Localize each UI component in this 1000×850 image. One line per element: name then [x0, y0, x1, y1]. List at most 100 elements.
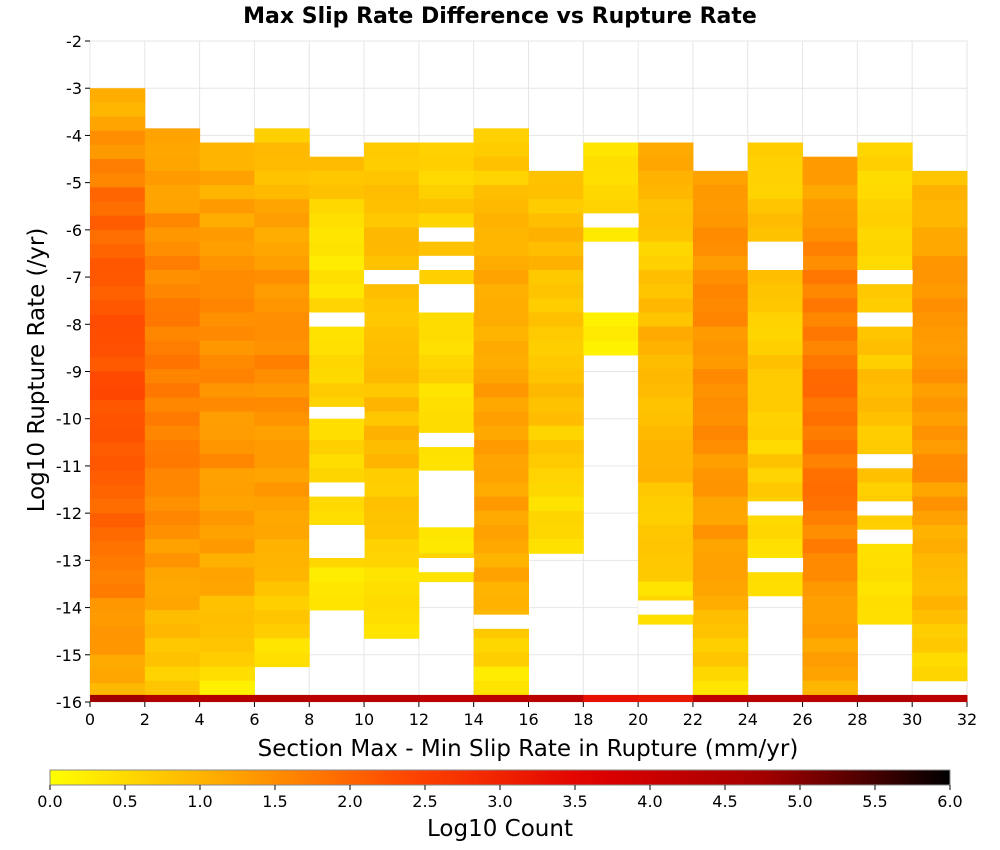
heatmap-cell: [144, 439, 201, 455]
heatmap-cell: [473, 354, 529, 370]
zero-rate-cell: [418, 694, 475, 702]
heatmap-cell: [473, 227, 529, 243]
heatmap-cell: [528, 227, 584, 243]
heatmap-cell: [583, 199, 639, 214]
heatmap-cell: [199, 510, 255, 526]
heatmap-cell: [90, 130, 146, 146]
heatmap-cell: [912, 213, 968, 228]
heatmap-cell: [144, 383, 201, 398]
heatmap-cell: [144, 298, 201, 313]
colorbar-tick-label: 6.0: [937, 792, 962, 811]
heatmap-cell: [528, 269, 584, 285]
heatmap-cell: [90, 484, 146, 500]
heatmap-cell: [199, 468, 255, 483]
heatmap-cell: [90, 612, 146, 627]
heatmap-cell: [254, 383, 310, 398]
heatmap-cell: [418, 340, 475, 356]
heatmap-cell: [747, 439, 804, 455]
heatmap-cell: [199, 609, 255, 625]
heatmap-cell: [254, 524, 310, 540]
heatmap-cell: [747, 454, 804, 469]
heatmap-cell: [912, 354, 968, 370]
heatmap-cell: [199, 439, 255, 455]
heatmap-cell: [309, 581, 365, 597]
heatmap-cell: [418, 269, 475, 285]
heatmap-cell: [528, 439, 584, 455]
heatmap-cell: [418, 241, 475, 257]
heatmap-cell: [802, 496, 858, 512]
heatmap-cell: [90, 314, 146, 330]
y-tick-label: -8: [66, 315, 82, 334]
heatmap-cell: [254, 411, 310, 427]
heatmap-cell: [144, 185, 201, 200]
heatmap-cell: [638, 269, 694, 285]
heatmap-cell: [254, 397, 310, 413]
heatmap-cell: [144, 284, 201, 299]
heatmap-cell: [638, 241, 694, 257]
heatmap-cell: [90, 173, 146, 188]
heatmap-cell: [638, 156, 694, 172]
heatmap-cell: [473, 482, 529, 498]
heatmap-cell: [912, 439, 968, 455]
heatmap-cell: [692, 680, 749, 696]
heatmap-cell: [692, 439, 749, 455]
heatmap-cell: [254, 340, 310, 356]
heatmap-cell: [364, 411, 420, 427]
heatmap-cell: [144, 567, 201, 583]
heatmap-cell: [90, 569, 146, 585]
heatmap-cell: [144, 411, 201, 427]
heatmap-cell: [364, 255, 420, 271]
empty-bins: [309, 213, 913, 629]
heatmap-cell: [802, 666, 858, 682]
x-tick-label: 26: [792, 710, 812, 729]
heatmap-cell: [199, 411, 255, 427]
heatmap-cell: [144, 609, 201, 625]
heatmap-cell: [747, 524, 804, 540]
heatmap-cell: [638, 340, 694, 356]
heatmap-cell: [199, 142, 255, 158]
heatmap-cell: [638, 369, 694, 384]
heatmap-cell: [528, 340, 584, 356]
heatmap-cell: [802, 624, 858, 639]
heatmap-cell: [473, 496, 529, 512]
x-tick-label: 6: [249, 710, 259, 729]
heatmap-cell: [254, 369, 310, 384]
heatmap-cell: [364, 383, 420, 398]
y-tick-label: -15: [56, 646, 82, 665]
heatmap-cell: [692, 524, 749, 540]
heatmap-cell: [638, 298, 694, 313]
zero-rate-cell: [309, 694, 365, 702]
heatmap-cell: [364, 170, 420, 186]
heatmap-cell: [254, 241, 310, 257]
heatmap-cell: [364, 156, 420, 172]
heatmap-cell: [199, 326, 255, 342]
heatmap-cell: [144, 496, 201, 512]
heatmap-cell: [473, 383, 529, 398]
heatmap-cell: [418, 199, 475, 214]
heatmap-cell: [364, 369, 420, 384]
heatmap-cell: [912, 397, 968, 413]
heatmap-cell: [199, 340, 255, 356]
heatmap-cell: [199, 397, 255, 413]
empty-bin: [747, 241, 804, 270]
heatmap-cell: [747, 298, 804, 313]
x-tick-label: 30: [902, 710, 922, 729]
heatmap-cell: [199, 425, 255, 441]
heatmap-cell: [692, 284, 749, 299]
heatmap-cell: [747, 185, 804, 200]
heatmap-cell: [199, 312, 255, 328]
heatmap-cell: [802, 170, 858, 186]
heatmap-cell: [802, 369, 858, 384]
heatmap-cell: [90, 555, 146, 571]
heatmap-cell: [364, 609, 420, 625]
heatmap-cell: [418, 383, 475, 398]
x-tick-label: 4: [195, 710, 205, 729]
heatmap-cell: [692, 241, 749, 257]
heatmap-cell: [90, 300, 146, 316]
colorbar-tick-label: 5.0: [787, 792, 812, 811]
heatmap-cell: [912, 425, 968, 441]
heatmap-cell: [254, 652, 310, 668]
heatmap-cell: [747, 468, 804, 483]
heatmap-cell: [309, 199, 365, 214]
heatmap-cell: [747, 340, 804, 356]
